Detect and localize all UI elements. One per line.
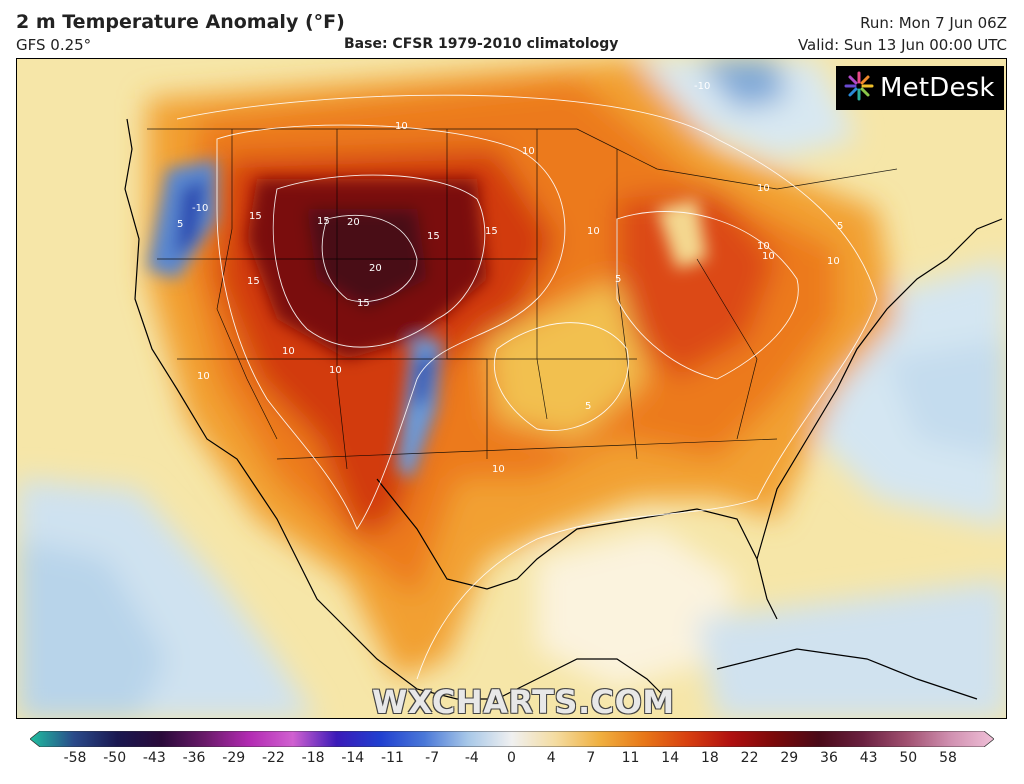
wxcharts-watermark: WXCHARTS.COM [372, 683, 675, 721]
colorbar-tick-label: 22 [740, 750, 759, 766]
contour-label: 20 [369, 263, 382, 274]
contour-label: 10 [762, 251, 775, 262]
contour-label: 15 [247, 276, 260, 287]
colorbar-tick-label: -11 [381, 750, 404, 766]
colorbar-tick-label: -18 [301, 750, 325, 766]
contour-label: 15 [427, 231, 440, 242]
contour-label: 10 [827, 256, 840, 267]
colorbar-tick-label: -4 [464, 750, 479, 766]
contour-label: 10 [329, 365, 342, 376]
colorbar-ticks: -58 -50 -43 -36 -29 -22 -18 -14 -11 -7 -4 0 4 7 11 14 18… [0, 750, 1024, 770]
contour-label: 10 [197, 371, 210, 382]
chart-title: 2 m Temperature Anomaly (°F) [16, 11, 345, 33]
border-layer [147, 128, 898, 470]
contour-label: 10 [757, 241, 770, 252]
metdesk-logo: MetDesk [836, 66, 1004, 110]
colorbar-tick-label: 50 [899, 750, 918, 766]
contour-label: 10 [522, 146, 535, 157]
contour-label: -10 [192, 203, 208, 214]
colorbar-tick-label: 18 [700, 750, 719, 766]
contour-label: 15 [249, 211, 262, 222]
temperature-anomaly-map: 10 10 15 15 20 20 15 15 15 15 -10 5 10 10 10 10 10 -10 10 5… [16, 58, 1007, 719]
contour-label: 10 [757, 183, 770, 194]
colorbar-tick-label: -36 [182, 750, 206, 766]
colorbar-tick-label: -58 [63, 750, 87, 766]
colorbar-tick-label: 4 [546, 750, 556, 766]
contour-label: 15 [485, 226, 498, 237]
colorbar-tick-label: -22 [261, 750, 285, 766]
run-time-label: Run: Mon 7 Jun 06Z [860, 14, 1007, 32]
colorbar-tick-label: 43 [859, 750, 878, 766]
contour-label: 20 [347, 217, 360, 228]
valid-time-label: Valid: Sun 13 Jun 00:00 UTC [797, 36, 1007, 54]
colorbar-tick-label: 0 [507, 750, 516, 766]
base-climatology-label: Base: CFSR 1979-2010 climatology [344, 36, 619, 52]
contour-layer [176, 94, 878, 680]
contour-label: 5 [837, 221, 843, 232]
colorbar-tick-label: 14 [661, 750, 680, 766]
model-label: GFS 0.25° [16, 36, 92, 54]
colorbar-tick-label: -7 [425, 750, 440, 766]
colorbar [30, 731, 994, 747]
colorbar-tick-label: 29 [780, 750, 799, 766]
contour-label: 5 [585, 401, 591, 412]
contour-label: -10 [694, 81, 710, 92]
colorbar-tick-label: -50 [103, 750, 127, 766]
contour-label: 10 [492, 464, 505, 475]
colorbar-tick-label: -29 [222, 750, 246, 766]
colorbar-tick-label: 11 [621, 750, 640, 766]
metdesk-burst-icon [844, 71, 874, 105]
colorbar-tick-label: 7 [586, 750, 596, 766]
contour-label: 5 [177, 219, 183, 230]
colorbar-tick-label: -43 [142, 750, 166, 766]
colorbar-tick-label: 58 [939, 750, 957, 766]
coastline-layer [124, 118, 1003, 700]
contour-label: 5 [615, 274, 621, 285]
contour-label: 10 [282, 346, 295, 357]
contour-label: 10 [395, 121, 408, 132]
metdesk-logo-text: MetDesk [880, 73, 995, 103]
contour-label: 15 [357, 298, 370, 309]
contour-label: 15 [317, 216, 330, 227]
colorbar-tick-label: -14 [341, 750, 365, 766]
contour-label: 10 [587, 226, 600, 237]
colorbar-tick-label: 36 [820, 750, 838, 766]
